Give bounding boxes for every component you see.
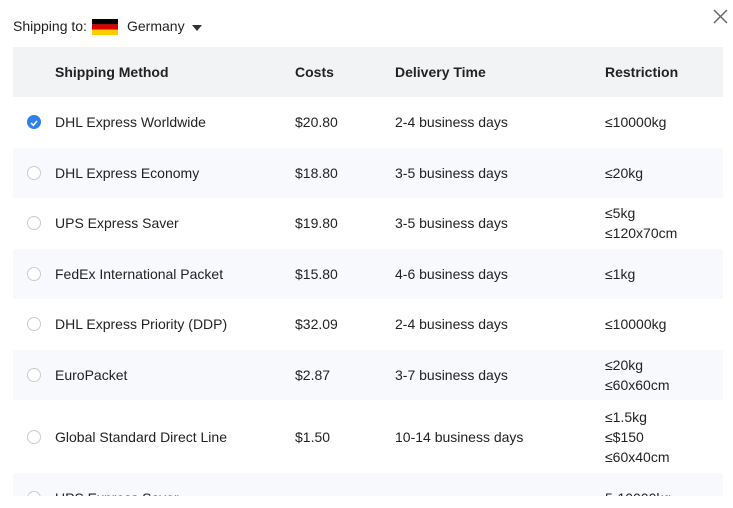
restriction-line: ≤60x60cm bbox=[605, 376, 670, 393]
radio-button[interactable] bbox=[27, 317, 41, 332]
close-button[interactable] bbox=[713, 9, 728, 24]
restriction-cell: ≤5kg ≤120x70cm bbox=[605, 203, 677, 243]
cost-cell: $18.80 bbox=[295, 164, 338, 181]
shipping-row[interactable]: DHL Express Worldwide $20.80 2-4 business … bbox=[13, 97, 723, 148]
restriction-line: ≤60x40cm bbox=[605, 448, 670, 465]
method-cell: DHL Express Worldwide bbox=[55, 114, 206, 131]
delivery-cell: 3-7 business days bbox=[395, 366, 508, 383]
restriction-line: ≤20kg bbox=[605, 356, 644, 373]
delivery-cell: 3-5 business days bbox=[395, 164, 508, 181]
restriction-line: ≤$150 bbox=[605, 428, 644, 445]
restriction-cell: ≤20kg ≤60x60cm bbox=[605, 355, 670, 395]
shipping-row[interactable]: UPS Express Saver 5-10000kg bbox=[13, 473, 723, 496]
restriction-line: ≤20kg bbox=[605, 164, 644, 181]
method-cell: FedEx International Packet bbox=[55, 265, 224, 282]
delivery-cell: 2-4 business days bbox=[395, 114, 508, 131]
restriction-line: ≤120x70cm bbox=[605, 225, 678, 242]
radio-button[interactable] bbox=[27, 115, 41, 130]
shipping-row[interactable]: FedEx International Packet $15.80 4-6 busi… bbox=[13, 248, 723, 299]
table-header: Shipping Method Costs Delivery Time Restric… bbox=[13, 47, 723, 97]
shipping-row[interactable]: EuroPacket $2.87 3-7 business days ≤20kg ≤60… bbox=[13, 349, 723, 400]
restriction-line: ≤10000kg bbox=[605, 114, 667, 131]
restriction-cell: ≤1kg bbox=[605, 264, 635, 284]
column-header: Restriction bbox=[605, 64, 679, 80]
cost-cell: $19.80 bbox=[295, 215, 338, 232]
restriction-cell: ≤10000kg bbox=[605, 112, 666, 132]
method-cell: UPS Express Saver bbox=[55, 488, 179, 496]
column-header: Shipping Method bbox=[55, 64, 169, 80]
flag bbox=[92, 19, 118, 35]
shipping-row[interactable]: Global Standard Direct Line $1.50 10-14 bu… bbox=[13, 400, 723, 473]
delivery-cell: 10-14 business days bbox=[395, 428, 524, 445]
shipping-row[interactable]: DHL Express Economy $18.80 3-5 business da… bbox=[13, 147, 723, 198]
radio-button[interactable] bbox=[27, 165, 41, 180]
restriction-line: ≤10000kg bbox=[605, 316, 667, 333]
cost-cell: $15.80 bbox=[295, 265, 338, 282]
shipping-label: Shipping to: bbox=[13, 18, 87, 34]
restriction-line: ≤5kg bbox=[605, 205, 636, 222]
cost-cell: $2.87 bbox=[295, 366, 331, 383]
method-cell: DHL Express Priority (DDP) bbox=[55, 316, 228, 333]
column-header: Delivery Time bbox=[395, 64, 486, 80]
restriction-cell: ≤20kg bbox=[605, 163, 643, 183]
cost-cell: $1.50 bbox=[295, 428, 331, 445]
restriction-line: ≤1kg bbox=[605, 265, 636, 282]
radio-button[interactable] bbox=[27, 491, 41, 496]
column-header: Costs bbox=[295, 64, 334, 80]
cost-cell: $20.80 bbox=[295, 114, 338, 131]
shipping-table: Shipping Method Costs Delivery Time Restric… bbox=[13, 47, 723, 496]
dropdown-arrow[interactable] bbox=[192, 25, 202, 31]
restriction-cell: ≤1.5kg ≤$150 ≤60x40cm bbox=[605, 407, 670, 467]
shipping-row[interactable]: UPS Express Saver $19.80 3-5 business days… bbox=[13, 198, 723, 249]
restriction-cell: 5-10000kg bbox=[605, 488, 671, 496]
cost-cell: $32.09 bbox=[295, 316, 338, 333]
radio-button[interactable] bbox=[27, 266, 41, 281]
radio-button[interactable] bbox=[27, 216, 41, 231]
method-cell: EuroPacket bbox=[55, 366, 128, 383]
radio-button[interactable] bbox=[27, 367, 41, 382]
delivery-cell: 2-4 business days bbox=[395, 316, 508, 333]
shipping-row[interactable]: DHL Express Priority (DDP) $32.09 2-4 busi… bbox=[13, 299, 723, 350]
restriction-line: ≤1.5kg bbox=[605, 408, 647, 425]
method-cell: DHL Express Economy bbox=[55, 164, 200, 181]
check bbox=[30, 120, 38, 127]
restriction-cell: ≤10000kg bbox=[605, 314, 666, 334]
delivery-cell: 4-6 business days bbox=[395, 265, 508, 282]
method-cell: UPS Express Saver bbox=[55, 215, 179, 232]
country-select[interactable]: Germany bbox=[127, 18, 185, 34]
delivery-cell: 3-5 business days bbox=[395, 215, 508, 232]
radio-button[interactable] bbox=[27, 429, 41, 444]
method-cell: Global Standard Direct Line bbox=[55, 428, 227, 445]
restriction-line: 5-10000kg bbox=[605, 488, 671, 496]
